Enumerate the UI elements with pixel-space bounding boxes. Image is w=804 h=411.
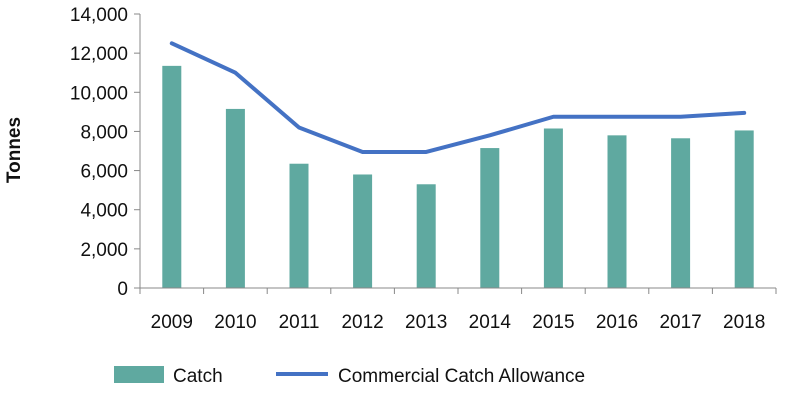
catch-bar <box>289 163 309 288</box>
x-tick-label: 2013 <box>405 312 447 333</box>
legend-catch-swatch <box>114 366 164 383</box>
catch-bar <box>225 108 245 289</box>
catch-bar <box>543 128 563 288</box>
y-tick-label: 14,000 <box>70 5 128 26</box>
y-tick-label: 6,000 <box>80 162 128 183</box>
y-axis-ticks: 0 2,000 4,000 6,000 8,000 10,000 12,000 14,000 <box>70 5 140 300</box>
x-tick-label: 2017 <box>659 312 701 333</box>
catch-bar <box>607 135 627 288</box>
y-tick-label: 4,000 <box>80 201 128 222</box>
catch-bar <box>353 174 373 288</box>
legend-catch-label: Catch <box>173 366 223 387</box>
x-tick-label: 2016 <box>596 312 638 333</box>
x-tick-label: 2015 <box>532 312 574 333</box>
catch-bar <box>162 65 182 288</box>
y-tick-label: 12,000 <box>70 44 128 65</box>
x-axis-ticks: 2009 2010 2011 2012 2013 2014 2015 2016 2017 2018 <box>139 288 777 333</box>
x-tick-label: 2010 <box>214 312 256 333</box>
catch-bar <box>416 184 436 288</box>
y-tick-label: 2,000 <box>80 240 128 261</box>
y-tick-label: 10,000 <box>70 83 128 104</box>
x-tick-label: 2011 <box>279 312 320 333</box>
catch-bar <box>480 148 500 288</box>
y-tick-label: 8,000 <box>80 122 128 143</box>
legend-allowance-label: Commercial Catch Allowance <box>338 366 585 387</box>
axes: 02,0004,0006,0008,00010,00012,00014,000 … <box>4 5 777 333</box>
y-axis-title: Tonnes <box>4 117 25 183</box>
commercial-catch-allowance-line <box>169 41 747 154</box>
plot-area <box>162 41 754 289</box>
x-tick-label: 2014 <box>469 312 512 333</box>
catch-bar <box>671 138 691 288</box>
catch-bar <box>734 130 754 288</box>
y-tick-label: 0 <box>117 279 128 300</box>
x-tick-label: 2018 <box>723 312 765 333</box>
x-tick-label: 2012 <box>341 312 383 333</box>
legend: Catch Commercial Catch Allowance <box>114 366 585 387</box>
x-tick-label: 2009 <box>151 312 193 333</box>
